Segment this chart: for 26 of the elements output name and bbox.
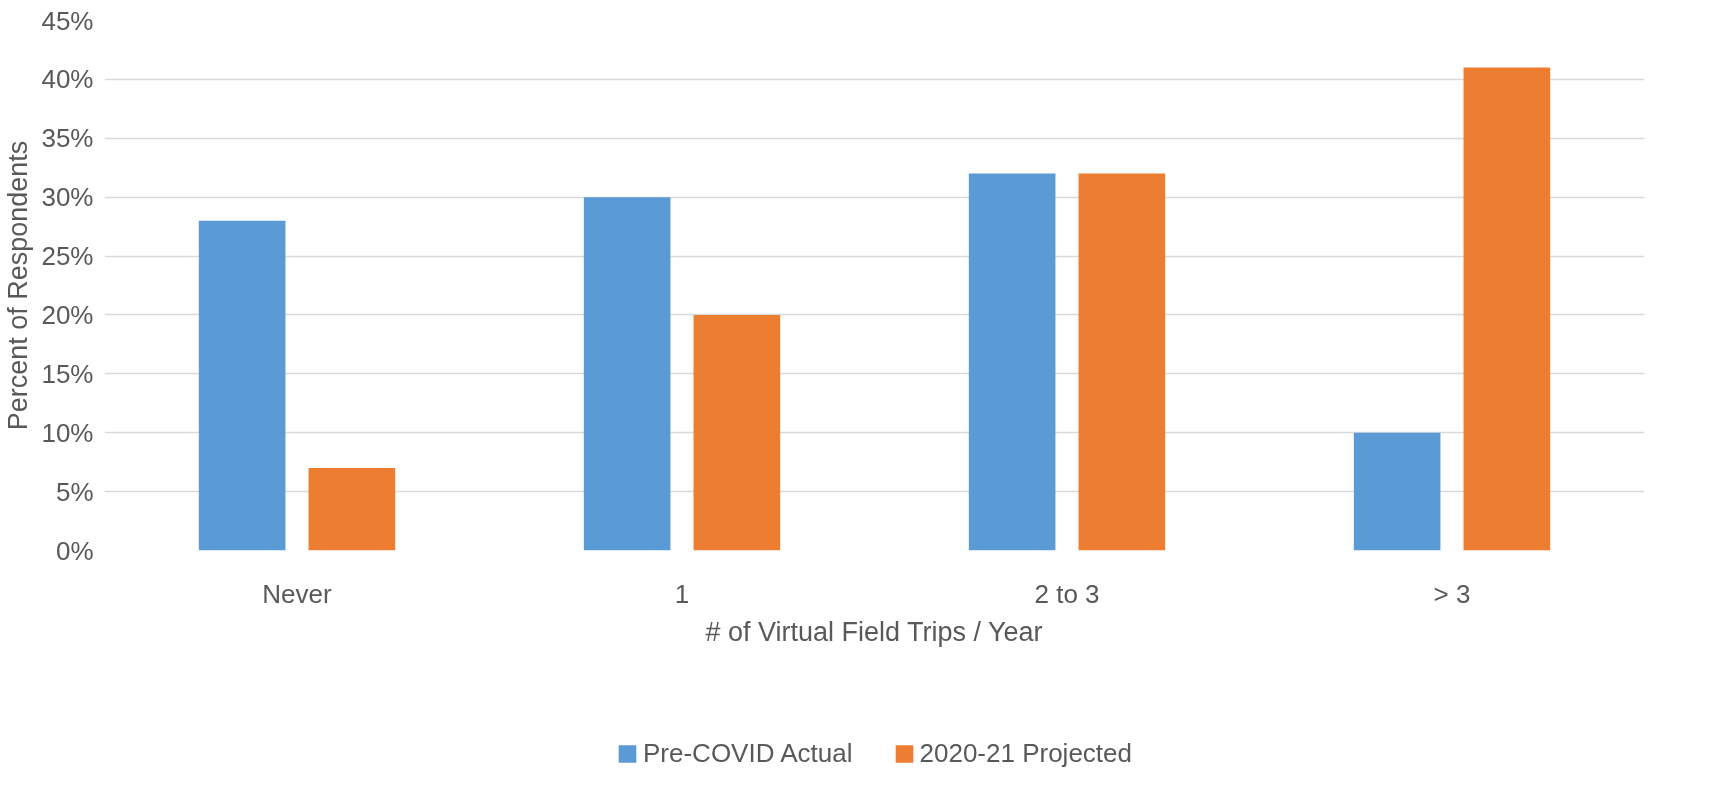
y-tick-label: 10% (41, 417, 94, 448)
bar (968, 173, 1056, 551)
y-tick-label: 15% (41, 358, 94, 389)
y-tick-label: 35% (41, 123, 94, 154)
x-tick-label: Never (262, 578, 333, 609)
y-tick-label: 30% (41, 182, 94, 213)
x-tick-label: 2 to 3 (1034, 578, 1100, 609)
legend-label: Pre-COVID Actual (643, 737, 853, 769)
bar (1078, 173, 1166, 551)
y-tick-label: 40% (41, 64, 94, 95)
y-axis-title: Percent of Respondents (3, 140, 34, 431)
bar (308, 468, 396, 551)
x-tick-label: > 3 (1433, 578, 1471, 609)
y-tick-label: 5% (55, 476, 94, 507)
bar (1353, 432, 1441, 551)
bar (693, 314, 781, 551)
legend-label: 2020-21 Projected (919, 737, 1132, 769)
y-tick-label: 25% (41, 241, 94, 272)
x-axis-title: # of Virtual Field Trips / Year (705, 616, 1043, 647)
x-tick-label: 1 (674, 578, 690, 609)
y-tick-label: 45% (41, 5, 94, 36)
bar (198, 220, 286, 551)
y-tick-label: 0% (55, 535, 94, 566)
y-tick-label: 20% (41, 299, 94, 330)
bar (1463, 67, 1551, 551)
bar (583, 197, 671, 551)
